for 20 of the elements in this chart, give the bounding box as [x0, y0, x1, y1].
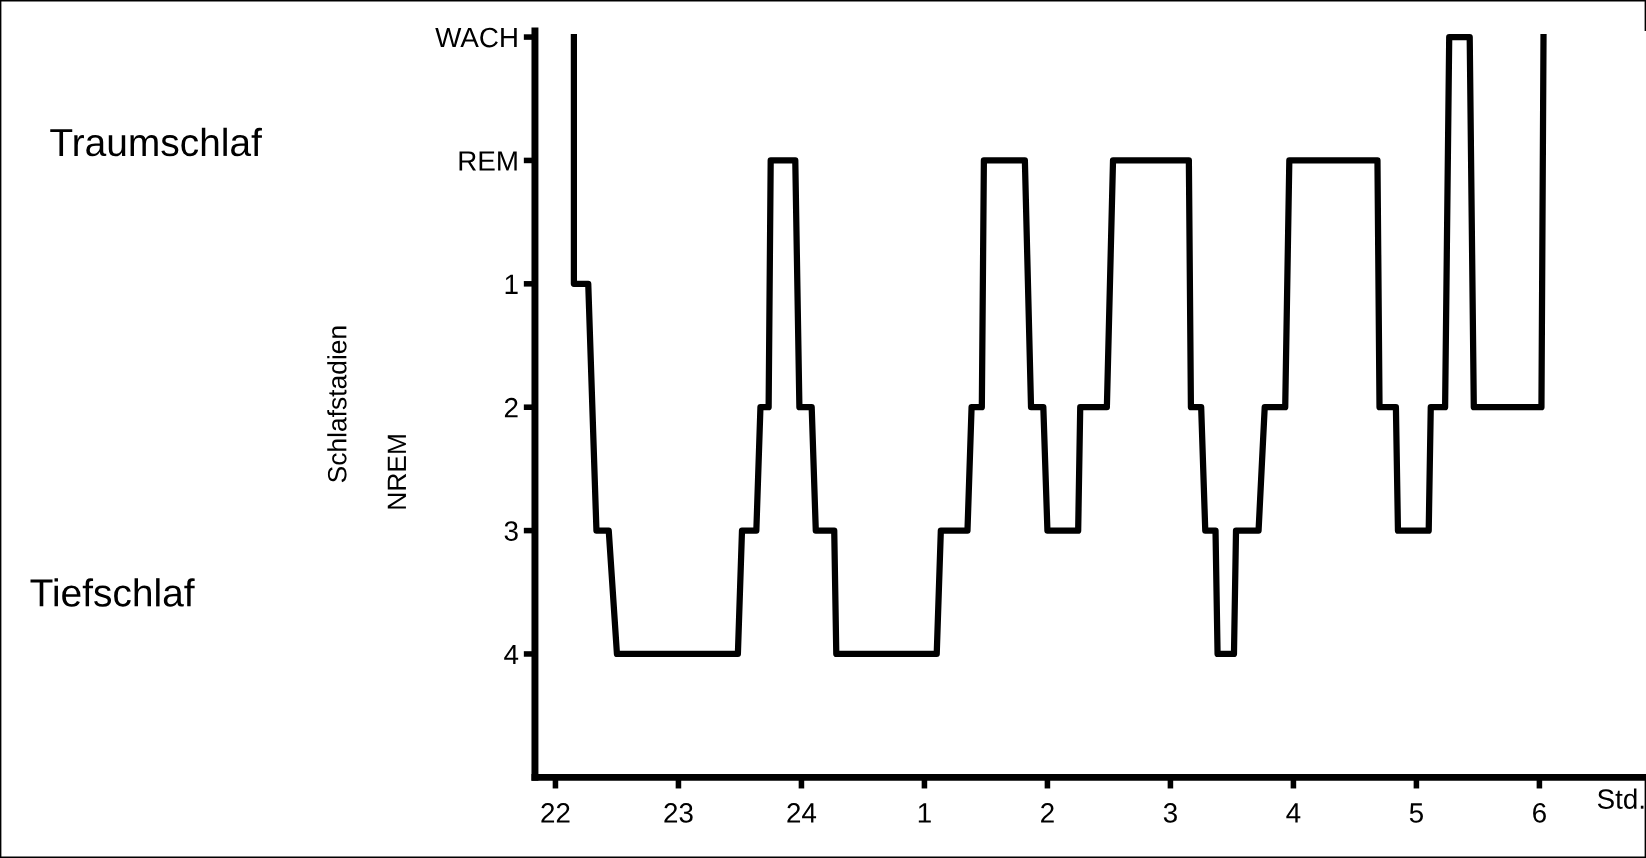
- text: NREM: [387, 435, 406, 509]
- y-tick-label: 1: [505, 274, 518, 294]
- x-tick-label: 23: [664, 803, 693, 823]
- x-tick-label: 5: [1409, 803, 1423, 823]
- y-tick-label: 2: [504, 397, 518, 418]
- x-tick-label: 4: [1286, 803, 1301, 823]
- x-tick-label: 6: [1533, 803, 1546, 823]
- y-tick-label: REM: [459, 151, 517, 171]
- x-tick-label: 1: [918, 803, 931, 823]
- x-tick-label: 24: [787, 803, 817, 823]
- x-tick-label: 3: [1163, 803, 1177, 823]
- y-tick-label: 4: [504, 644, 519, 665]
- text: Tiefschlaf: [30, 578, 195, 607]
- x-axis-title: Std.: [1597, 788, 1644, 809]
- text: Traumschlaf: [50, 127, 262, 157]
- y-tick-label: 3: [504, 521, 518, 541]
- x-tick-label: 22: [541, 803, 570, 823]
- y-axis-title: Schlafstadien: [327, 326, 347, 483]
- y-tick-label: WACH: [435, 27, 517, 48]
- x-tick-label: 2: [1041, 803, 1054, 823]
